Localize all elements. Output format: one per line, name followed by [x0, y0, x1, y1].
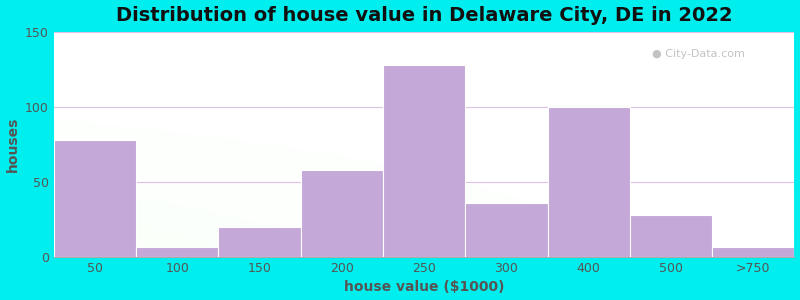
X-axis label: house value ($1000): house value ($1000) — [344, 280, 504, 294]
Bar — [466, 203, 547, 257]
Bar — [712, 247, 794, 257]
Bar — [630, 215, 712, 257]
Title: Distribution of house value in Delaware City, DE in 2022: Distribution of house value in Delaware … — [116, 6, 733, 25]
Text: ● City-Data.com: ● City-Data.com — [652, 49, 745, 59]
Bar — [218, 227, 301, 257]
Y-axis label: houses: houses — [6, 117, 19, 172]
Bar — [54, 140, 136, 257]
Bar — [301, 170, 383, 257]
Bar — [136, 247, 218, 257]
Bar — [547, 107, 630, 257]
Bar — [383, 65, 466, 257]
